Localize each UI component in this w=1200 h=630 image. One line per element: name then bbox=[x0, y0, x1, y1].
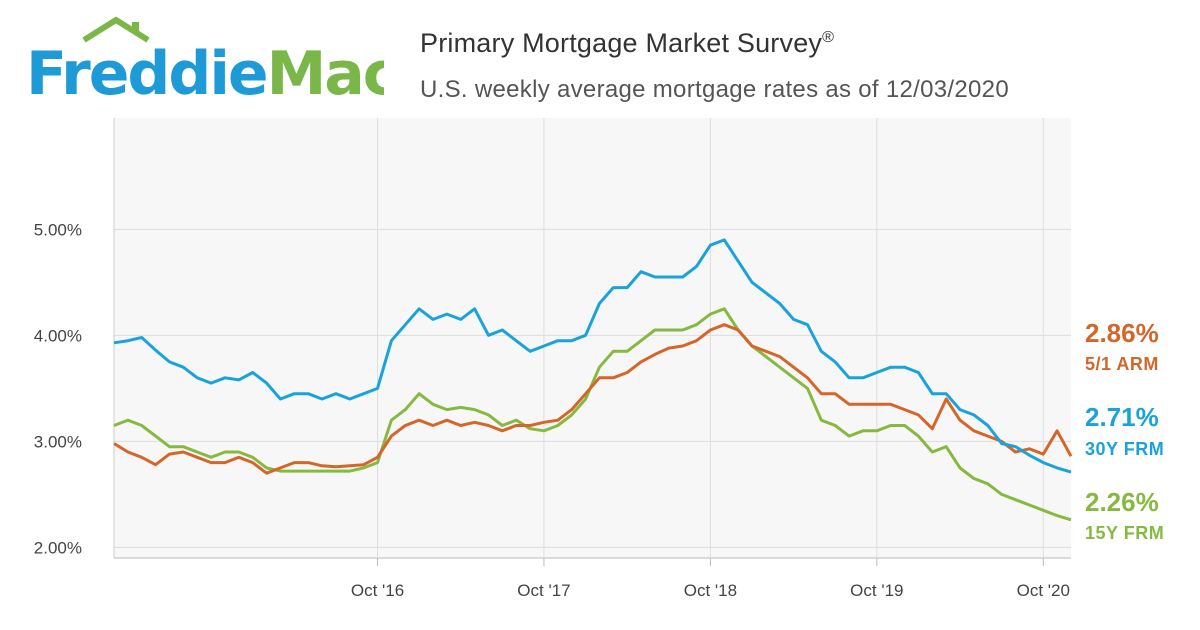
x-axis: Oct '16 Oct '17 Oct '18 Oct '19 Oct '20 bbox=[351, 558, 1070, 600]
freddie-mac-logo: FreddieMac bbox=[24, 14, 398, 109]
y-tick-label: 3.00% bbox=[34, 432, 82, 451]
registered-mark: ® bbox=[822, 29, 835, 46]
y-tick-label: 2.00% bbox=[34, 538, 82, 557]
y-axis: 2.00% 3.00% 4.00% 5.00% bbox=[34, 220, 82, 557]
x-tick-label: Oct '20 bbox=[1017, 581, 1070, 600]
y-tick-label: 5.00% bbox=[34, 220, 82, 239]
logo-graphic: FreddieMac bbox=[26, 16, 398, 109]
chart-title-text: Primary Mortgage Market Survey bbox=[420, 28, 823, 58]
frm30-end-value: 2.71% bbox=[1085, 402, 1159, 432]
logo-text-freddie: Freddie bbox=[26, 39, 267, 104]
logo-text-mac: Mac bbox=[267, 39, 384, 104]
arm-end-label: 5/1 ARM bbox=[1085, 354, 1159, 374]
arm-end-value: 2.86% bbox=[1085, 318, 1159, 348]
gridlines bbox=[113, 118, 1071, 559]
logo-roof-icon bbox=[82, 16, 150, 43]
series-line-30y-frm bbox=[113, 238, 1072, 474]
svg-text:FreddieMac: FreddieMac bbox=[26, 39, 384, 104]
chart-subtitle: U.S. weekly average mortgage rates as of… bbox=[420, 76, 1009, 103]
x-tick-label: Oct '18 bbox=[684, 581, 737, 600]
frm15-end-value: 2.26% bbox=[1085, 487, 1159, 517]
x-tick-label: Oct '17 bbox=[517, 581, 570, 600]
frm15-end-label: 15Y FRM bbox=[1085, 523, 1165, 543]
series-line-5-1-arm bbox=[113, 323, 1073, 475]
y-tick-label: 4.00% bbox=[34, 326, 82, 345]
x-tick-label: Oct '19 bbox=[850, 581, 903, 600]
x-tick-label: Oct '16 bbox=[351, 581, 404, 600]
logo-chimney-icon bbox=[132, 22, 139, 33]
series-lines bbox=[113, 238, 1073, 522]
plot-area bbox=[114, 118, 1071, 558]
chart-title: Primary Mortgage Market Survey® bbox=[420, 28, 834, 59]
frm30-end-label: 30Y FRM bbox=[1085, 439, 1165, 459]
